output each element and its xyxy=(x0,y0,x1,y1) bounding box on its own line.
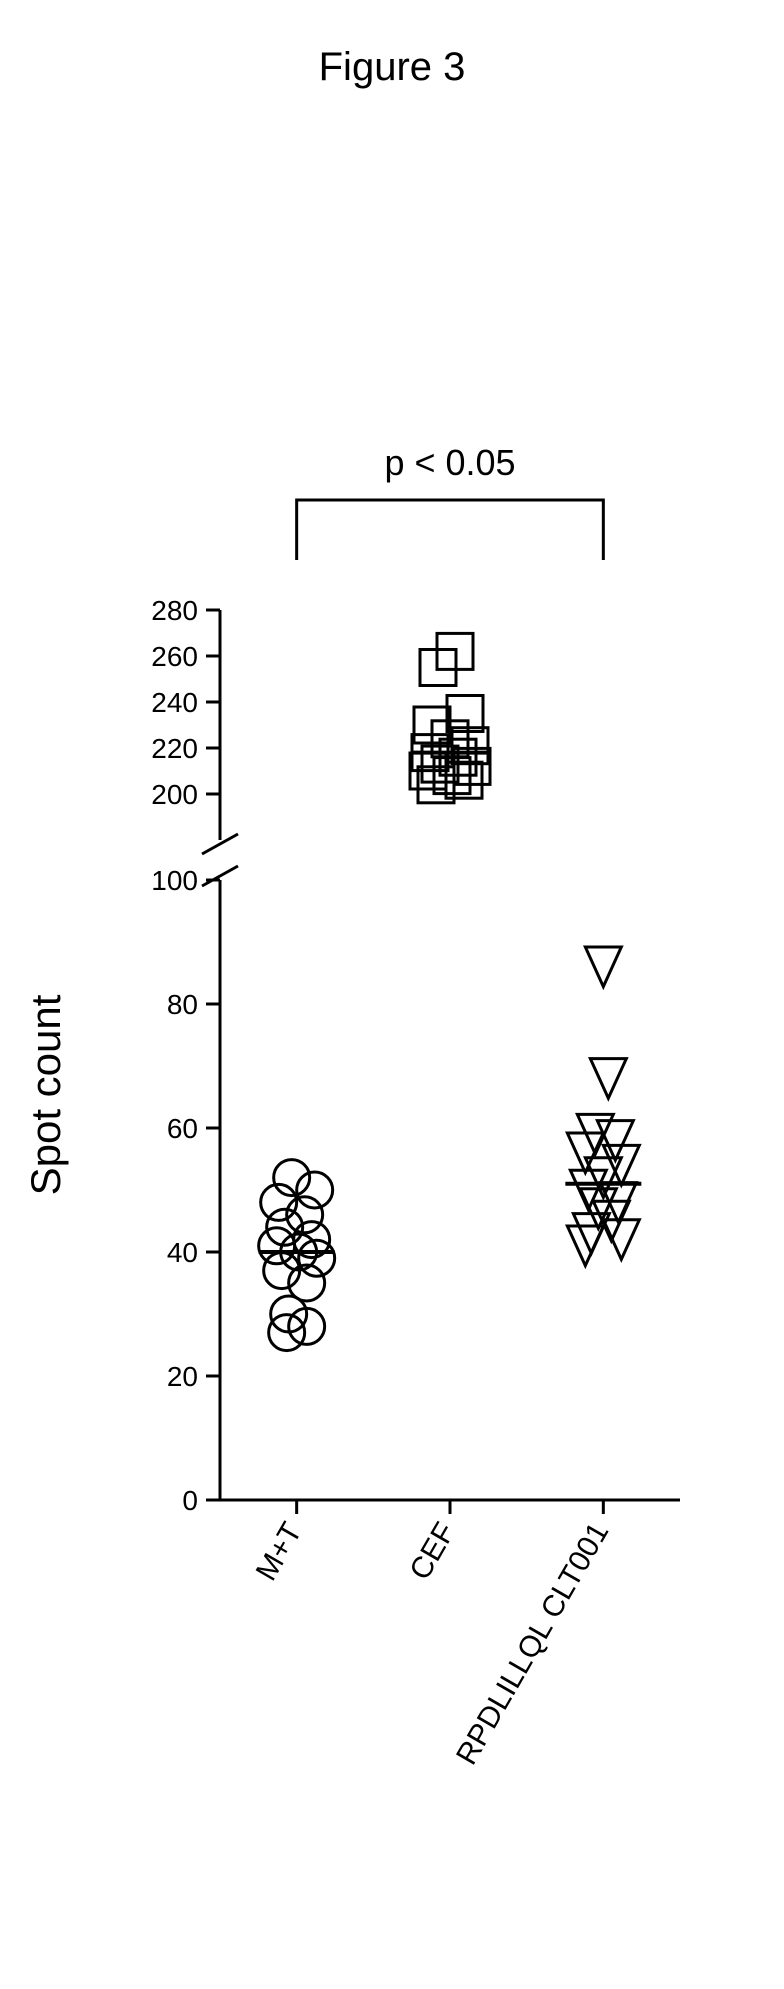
y-axis-label: Spot count xyxy=(22,994,69,1195)
chart-svg: Figure 3 p < 0.05 Spot count 0 20 40 60 80 100 20… xyxy=(0,0,784,1989)
x-tick-label: M+T xyxy=(250,1517,309,1586)
y-tick-label: 220 xyxy=(151,733,198,764)
y-tick-label: 20 xyxy=(167,1361,198,1392)
data-point xyxy=(590,1059,626,1099)
data-point xyxy=(603,1145,639,1185)
data-point xyxy=(567,1226,603,1266)
data-point xyxy=(297,1172,333,1208)
y-tick-label: 0 xyxy=(182,1485,198,1516)
x-tick-label: CEF xyxy=(403,1517,462,1585)
significance-bracket xyxy=(297,500,604,560)
y-tick-label: 200 xyxy=(151,779,198,810)
y-tick-label: 100 xyxy=(151,865,198,896)
data-point xyxy=(567,1133,603,1173)
data-point xyxy=(585,947,621,987)
y-tick-label: 260 xyxy=(151,641,198,672)
y-tick-label: 280 xyxy=(151,595,198,626)
p-value-label: p < 0.05 xyxy=(384,442,515,483)
y-tick-label: 240 xyxy=(151,687,198,718)
data-point xyxy=(603,1220,639,1260)
y-tick-label: 60 xyxy=(167,1113,198,1144)
y-tick-label: 80 xyxy=(167,989,198,1020)
data-point xyxy=(447,696,483,732)
y-tick-label: 40 xyxy=(167,1237,198,1268)
x-tick-label: RPDLILLQL CLT001 xyxy=(450,1517,615,1770)
figure-title: Figure 3 xyxy=(319,45,466,89)
